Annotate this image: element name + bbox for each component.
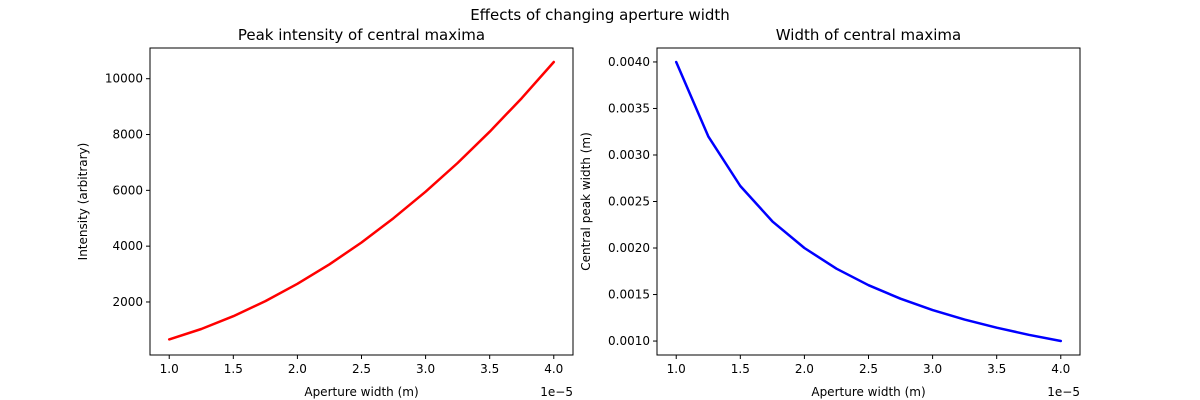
axes-title: Width of central maxima <box>776 26 961 44</box>
y-tick-label: 10000 <box>105 72 143 86</box>
x-offset-text: 1e−5 <box>540 385 573 399</box>
x-tick-label: 3.0 <box>923 362 942 376</box>
x-tick-label: 3.5 <box>987 362 1006 376</box>
series-line <box>167 60 556 341</box>
series-line <box>674 60 1063 343</box>
y-tick-label: 6000 <box>112 183 143 197</box>
y-tick-label: 0.0035 <box>608 101 650 115</box>
y-tick-label: 0.0030 <box>608 148 650 162</box>
x-tick-label: 3.5 <box>480 362 499 376</box>
x-tick-label: 4.0 <box>1051 362 1070 376</box>
axes-title: Peak intensity of central maxima <box>238 26 485 44</box>
left-chart-intensity: Peak intensity of central maxima 1.0 1.5 2.… <box>76 26 574 399</box>
y-axis-label: Intensity (arbitrary) <box>76 143 90 261</box>
axes-frame <box>149 47 574 356</box>
x-tick-label: 2.0 <box>288 362 307 376</box>
y-tick-label: 2000 <box>112 295 143 309</box>
x-tick-label: 3.0 <box>416 362 435 376</box>
y-tick-label: 0.0010 <box>608 334 650 348</box>
right-chart-width: Width of central maxima 1.0 1.5 2.0 2.5 3.0 3.… <box>579 26 1081 399</box>
y-tick-label: 4000 <box>112 239 143 253</box>
axes-frame <box>656 47 1081 356</box>
x-tick-label: 1.0 <box>160 362 179 376</box>
y-axis-label: Central peak width (m) <box>579 132 593 271</box>
y-tick-label: 0.0025 <box>608 195 650 209</box>
x-tick-label: 1.5 <box>224 362 243 376</box>
y-tick-label: 8000 <box>112 128 143 142</box>
x-tick-label: 2.5 <box>352 362 371 376</box>
x-tick-label: 2.5 <box>859 362 878 376</box>
x-axis-label: Aperture width (m) <box>811 385 925 399</box>
x-axis-label: Aperture width (m) <box>304 385 418 399</box>
x-tick-label: 1.5 <box>731 362 750 376</box>
y-tick-label: 0.0020 <box>608 241 650 255</box>
y-tick-label: 0.0015 <box>608 288 650 302</box>
figure-suptitle: Effects of changing aperture width <box>470 6 730 24</box>
x-tick-label: 2.0 <box>795 362 814 376</box>
x-tick-label: 4.0 <box>544 362 563 376</box>
x-tick-label: 1.0 <box>667 362 686 376</box>
y-tick-label: 0.0040 <box>608 55 650 69</box>
x-offset-text: 1e−5 <box>1047 385 1080 399</box>
